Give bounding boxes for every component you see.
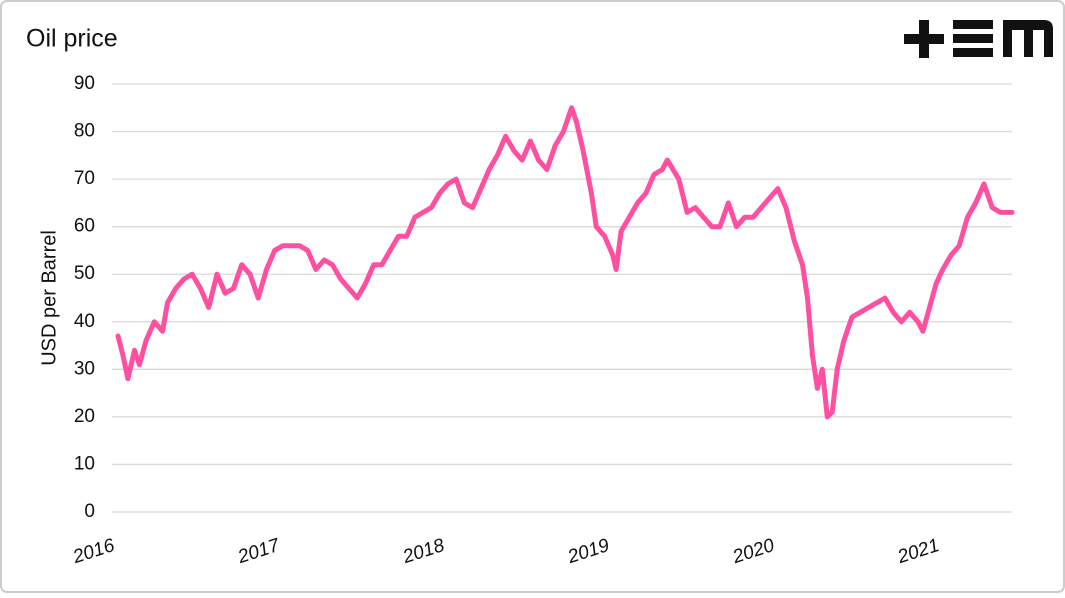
y-tick-label: 80 [74,121,95,142]
y-tick-label: 70 [74,168,95,189]
price-line [115,105,1015,420]
y-tick-label: 60 [74,216,95,237]
y-tick-label: 20 [74,406,95,427]
y-axis-label: USD per Barrel [38,230,60,366]
y-tick-label: 10 [74,453,95,474]
y-tick-label: 30 [74,358,95,379]
chart-title: Oil price [26,25,118,53]
logo [904,20,1053,58]
y-tick-label: 90 [74,73,95,94]
y-tick-label: 40 [74,311,95,332]
y-tick-label: 50 [74,263,95,284]
y-tick-label: 0 [84,501,95,522]
